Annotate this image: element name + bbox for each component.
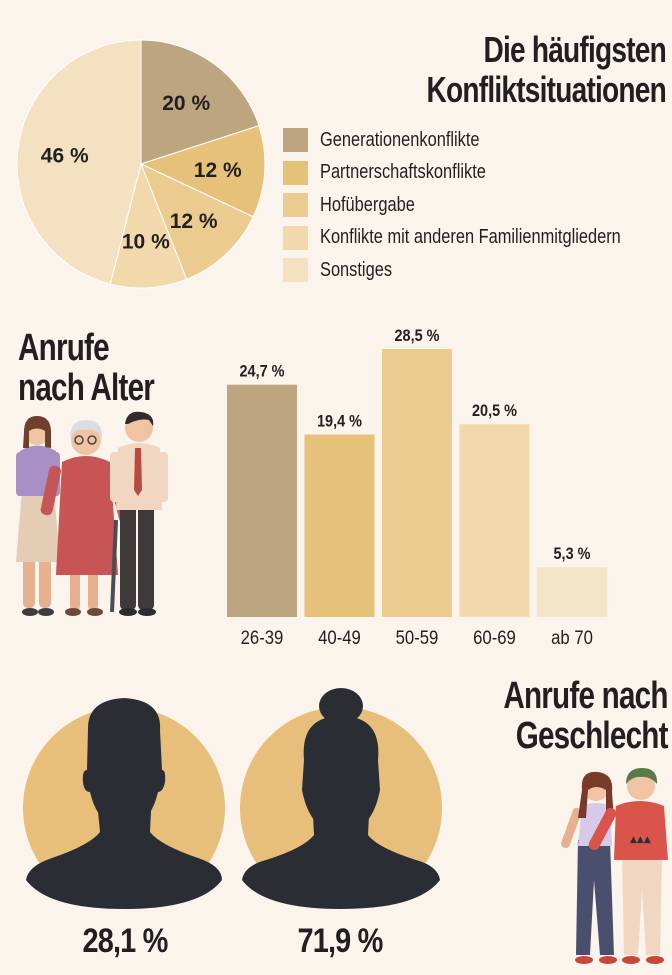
couple-man-figure: ▲▲▲ bbox=[588, 768, 668, 964]
male-silhouette-icon bbox=[23, 698, 225, 909]
man-figure bbox=[110, 411, 168, 616]
legend-label: Partnerschaftskonflikte bbox=[320, 161, 486, 184]
female-silhouette-icon bbox=[240, 688, 442, 909]
bar bbox=[459, 424, 530, 617]
legend-item: Partnerschaftskonflikte bbox=[283, 157, 672, 190]
legend-label: Hofübergabe bbox=[320, 193, 415, 216]
pie-slice-label: 12 % bbox=[170, 210, 218, 233]
bar bbox=[304, 434, 375, 617]
legend-swatch bbox=[283, 128, 308, 153]
bar-category-label: ab 70 bbox=[551, 627, 593, 648]
svg-text:▲▲▲: ▲▲▲ bbox=[630, 835, 651, 845]
pie-title-line-2: Konfliktsituationen bbox=[426, 69, 667, 110]
bar-value-label: 5,3 % bbox=[554, 545, 591, 563]
bar-category-label: 40-49 bbox=[318, 627, 361, 648]
pie-chart: 20 %12 %12 %10 %46 % bbox=[16, 39, 266, 289]
age-chart-title: Anrufe nach Alter bbox=[18, 327, 155, 409]
pie-slice-label: 20 % bbox=[162, 92, 210, 115]
bar-category-label: 26-39 bbox=[241, 627, 284, 648]
gender-title-line-2: Geschlecht bbox=[515, 715, 669, 757]
woman-figure bbox=[16, 416, 60, 616]
bar bbox=[227, 384, 297, 617]
bar bbox=[537, 567, 607, 617]
pie-slice bbox=[140, 39, 260, 165]
pie-slice bbox=[16, 39, 142, 285]
age-title-line-2: nach Alter bbox=[18, 367, 155, 409]
grandmother-figure bbox=[40, 420, 131, 616]
legend-swatch bbox=[283, 225, 308, 250]
legend-item: Generationenkonflikte bbox=[283, 124, 672, 157]
three-people-illustration bbox=[16, 411, 168, 616]
pie-slice-label: 10 % bbox=[122, 231, 170, 254]
bar-value-label: 19,4 % bbox=[317, 413, 362, 431]
legend-swatch bbox=[283, 258, 308, 283]
gender-chart-title: Anrufe nach Geschlecht bbox=[503, 675, 669, 757]
bar-value-label: 28,5 % bbox=[395, 327, 440, 345]
legend-item: Konflikte mit anderen Familienmitglieder… bbox=[283, 222, 672, 255]
age-title-line-1: Anrufe bbox=[18, 327, 110, 369]
pie-slice bbox=[139, 125, 266, 218]
pie-legend: Generationenkonflikte Partnerschaftskonf… bbox=[283, 124, 672, 287]
male-percentage: 28,1 % bbox=[82, 922, 169, 960]
pie-title-line-1: Die häufigsten bbox=[483, 29, 666, 70]
bar-category-label: 60-69 bbox=[473, 627, 516, 648]
bar-chart: 24,7 % 26-39 19,4 % 40-49 28,5 % 50-59 20,5 % 6… bbox=[227, 327, 607, 648]
legend-swatch bbox=[283, 160, 308, 185]
bar bbox=[382, 349, 452, 617]
legend-label: Generationenkonflikte bbox=[320, 128, 480, 151]
legend-item: Sonstiges bbox=[283, 254, 672, 287]
couple-woman-figure bbox=[561, 771, 617, 964]
female-percentage: 71,9 % bbox=[297, 922, 384, 960]
pie-slice bbox=[140, 163, 254, 280]
pie-slice-label: 46 % bbox=[41, 144, 89, 167]
legend-swatch bbox=[283, 193, 308, 218]
legend-label: Sonstiges bbox=[320, 258, 393, 281]
pie-chart-title: Die häufigsten Konfliktsituationen bbox=[426, 29, 667, 110]
pie-slice-label: 12 % bbox=[194, 159, 242, 182]
gender-title-line-1: Anrufe nach bbox=[503, 675, 669, 717]
bar-category-label: 50-59 bbox=[396, 627, 439, 648]
bar-value-label: 20,5 % bbox=[472, 402, 517, 420]
bar-value-label: 24,7 % bbox=[240, 363, 285, 381]
pie-slice bbox=[109, 162, 188, 289]
legend-label: Konflikte mit anderen Familienmitglieder… bbox=[320, 226, 621, 249]
legend-item: Hofübergabe bbox=[283, 189, 672, 222]
couple-illustration: ▲▲▲ bbox=[561, 768, 668, 964]
